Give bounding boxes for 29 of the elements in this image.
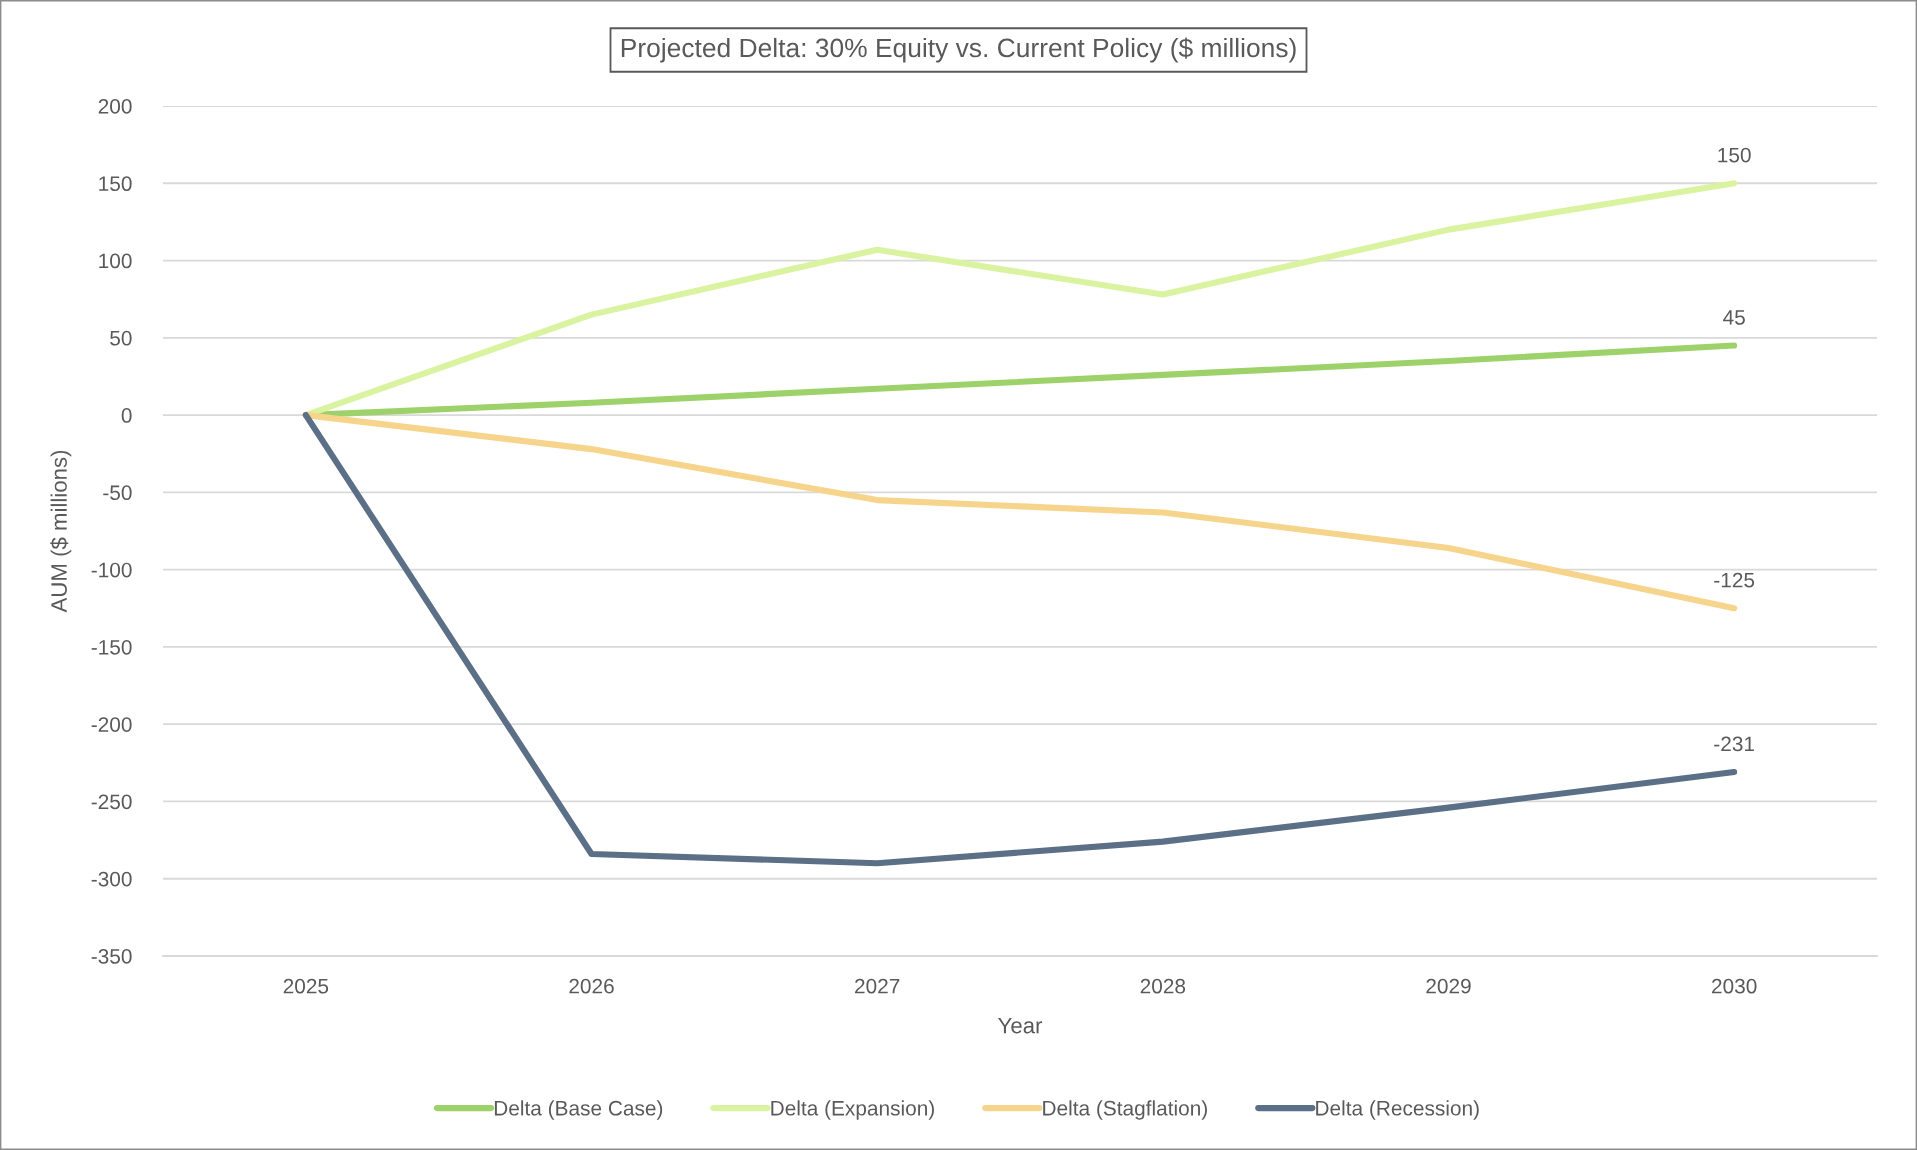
y-axis-title: AUM ($ millions) [50,450,72,613]
y-tick-label: -50 [103,485,132,501]
x-tick-label: 2026 [569,978,614,994]
y-tick-label: 200 [98,99,132,114]
data-label: -125 [1714,572,1755,588]
y-tick-label: -150 [91,639,132,655]
x-axis-title: Year [998,1017,1043,1034]
y-tick-label: -250 [91,794,132,810]
legend-label: Delta (Stagflation) [1043,1100,1207,1120]
data-label: -231 [1714,736,1754,752]
y-tick-label: 0 [121,408,132,423]
y-tick-label: 100 [99,253,132,269]
y-tick-label: -350 [91,949,132,964]
data-label: 150 [1718,147,1751,163]
data-label: 45 [1723,310,1745,325]
y-tick-label: -100 [91,562,132,578]
x-tick-label: 2025 [283,978,329,994]
y-tick-label: 150 [99,176,132,192]
y-tick-label: -200 [91,717,132,732]
y-tick-label: 50 [110,330,132,346]
legend-label: Delta (Base Case) [494,1100,663,1120]
x-tick-label: 2027 [855,978,900,994]
legend-label: Delta (Recession) [1316,1100,1479,1120]
x-tick-label: 2028 [1140,978,1186,994]
x-tick-label: 2030 [1712,978,1757,994]
chart-title: Projected Delta: 30% Equity vs. Current Policy ($ millions) [621,37,1296,63]
legend-label: Delta (Expansion) [771,1100,934,1120]
x-tick-label: 2029 [1426,978,1471,994]
y-tick-label: -300 [91,871,132,887]
